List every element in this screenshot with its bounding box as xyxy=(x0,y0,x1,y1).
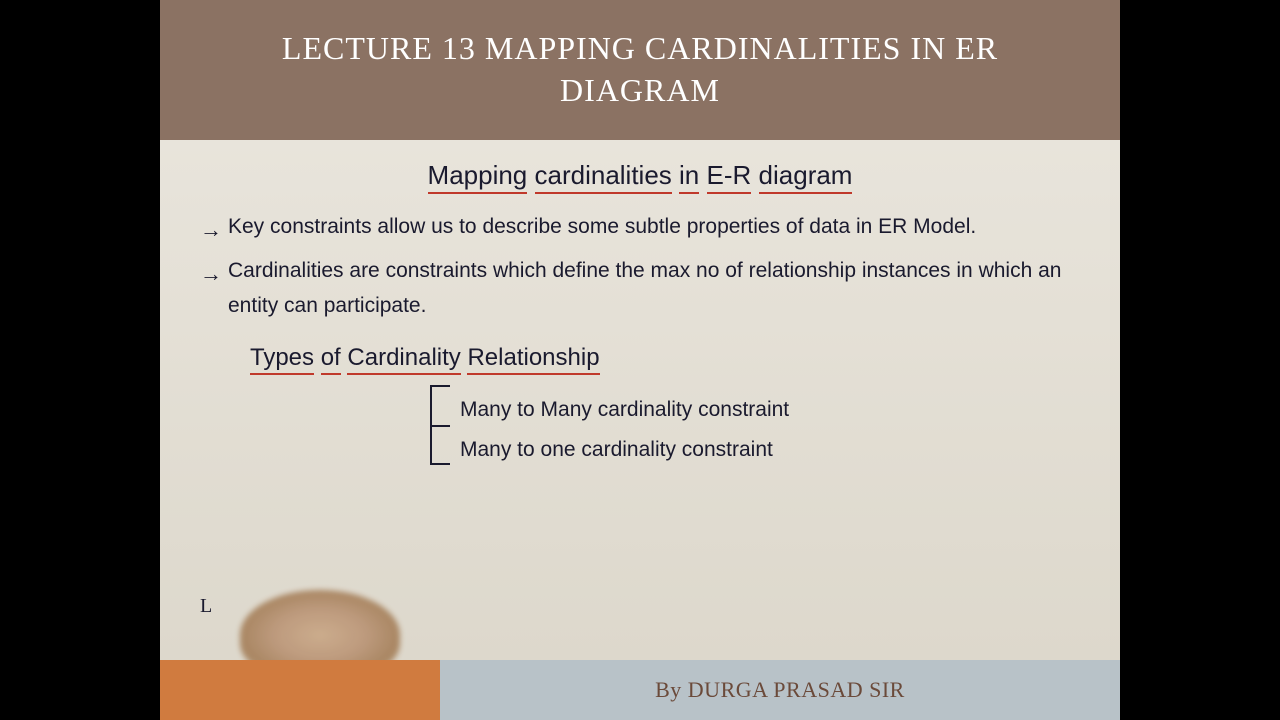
title-word-3: in xyxy=(679,160,699,194)
subtitle-word-2: of xyxy=(321,344,341,375)
bracket-icon xyxy=(430,385,450,465)
footer-accent-block xyxy=(160,660,440,720)
types-list: Many to Many cardinality constraint Many… xyxy=(200,390,1080,470)
bullet-1-text: Key constraints allow us to describe som… xyxy=(228,215,976,238)
pillarbox-left xyxy=(0,0,160,720)
byline-text: By DURGA PRASAD SIR xyxy=(655,677,905,703)
pillarbox-right xyxy=(1120,0,1280,720)
bullet-2-text: Cardinalities are constraints which defi… xyxy=(228,259,1061,318)
handwritten-notes: Mapping cardinalities in E-R diagram → K… xyxy=(160,140,1120,660)
subtitle-word-3: Cardinality xyxy=(347,344,460,375)
subtitle-word-4: Relationship xyxy=(467,344,599,375)
arrow-icon: → xyxy=(200,255,222,292)
hand-overlay xyxy=(240,590,400,660)
notes-title: Mapping cardinalities in E-R diagram xyxy=(200,160,1080,191)
title-word-5: diagram xyxy=(759,160,853,194)
slide-header: LECTURE 13 MAPPING CARDINALITIES IN ER D… xyxy=(160,0,1120,140)
footer-byline-block: By DURGA PRASAD SIR xyxy=(440,660,1120,720)
slide-content: LECTURE 13 MAPPING CARDINALITIES IN ER D… xyxy=(160,0,1120,720)
title-word-1: Mapping xyxy=(428,160,528,194)
bullet-1: → Key constraints allow us to describe s… xyxy=(200,209,1080,245)
slide-title: LECTURE 13 MAPPING CARDINALITIES IN ER D… xyxy=(200,28,1080,111)
slide-footer: By DURGA PRASAD SIR xyxy=(160,660,1120,720)
title-word-2: cardinalities xyxy=(535,160,672,194)
arrow-icon: → xyxy=(200,211,222,248)
type-item-1: Many to Many cardinality constraint xyxy=(460,390,1080,430)
bullet-2: → Cardinalities are constraints which de… xyxy=(200,253,1080,324)
notes-subtitle: Types of Cardinality Relationship xyxy=(200,344,1080,372)
type-item-2: Many to one cardinality constraint xyxy=(460,430,1080,470)
subtitle-word-1: Types xyxy=(250,344,314,375)
partial-label: L xyxy=(200,595,212,618)
title-word-4: E-R xyxy=(707,160,752,194)
